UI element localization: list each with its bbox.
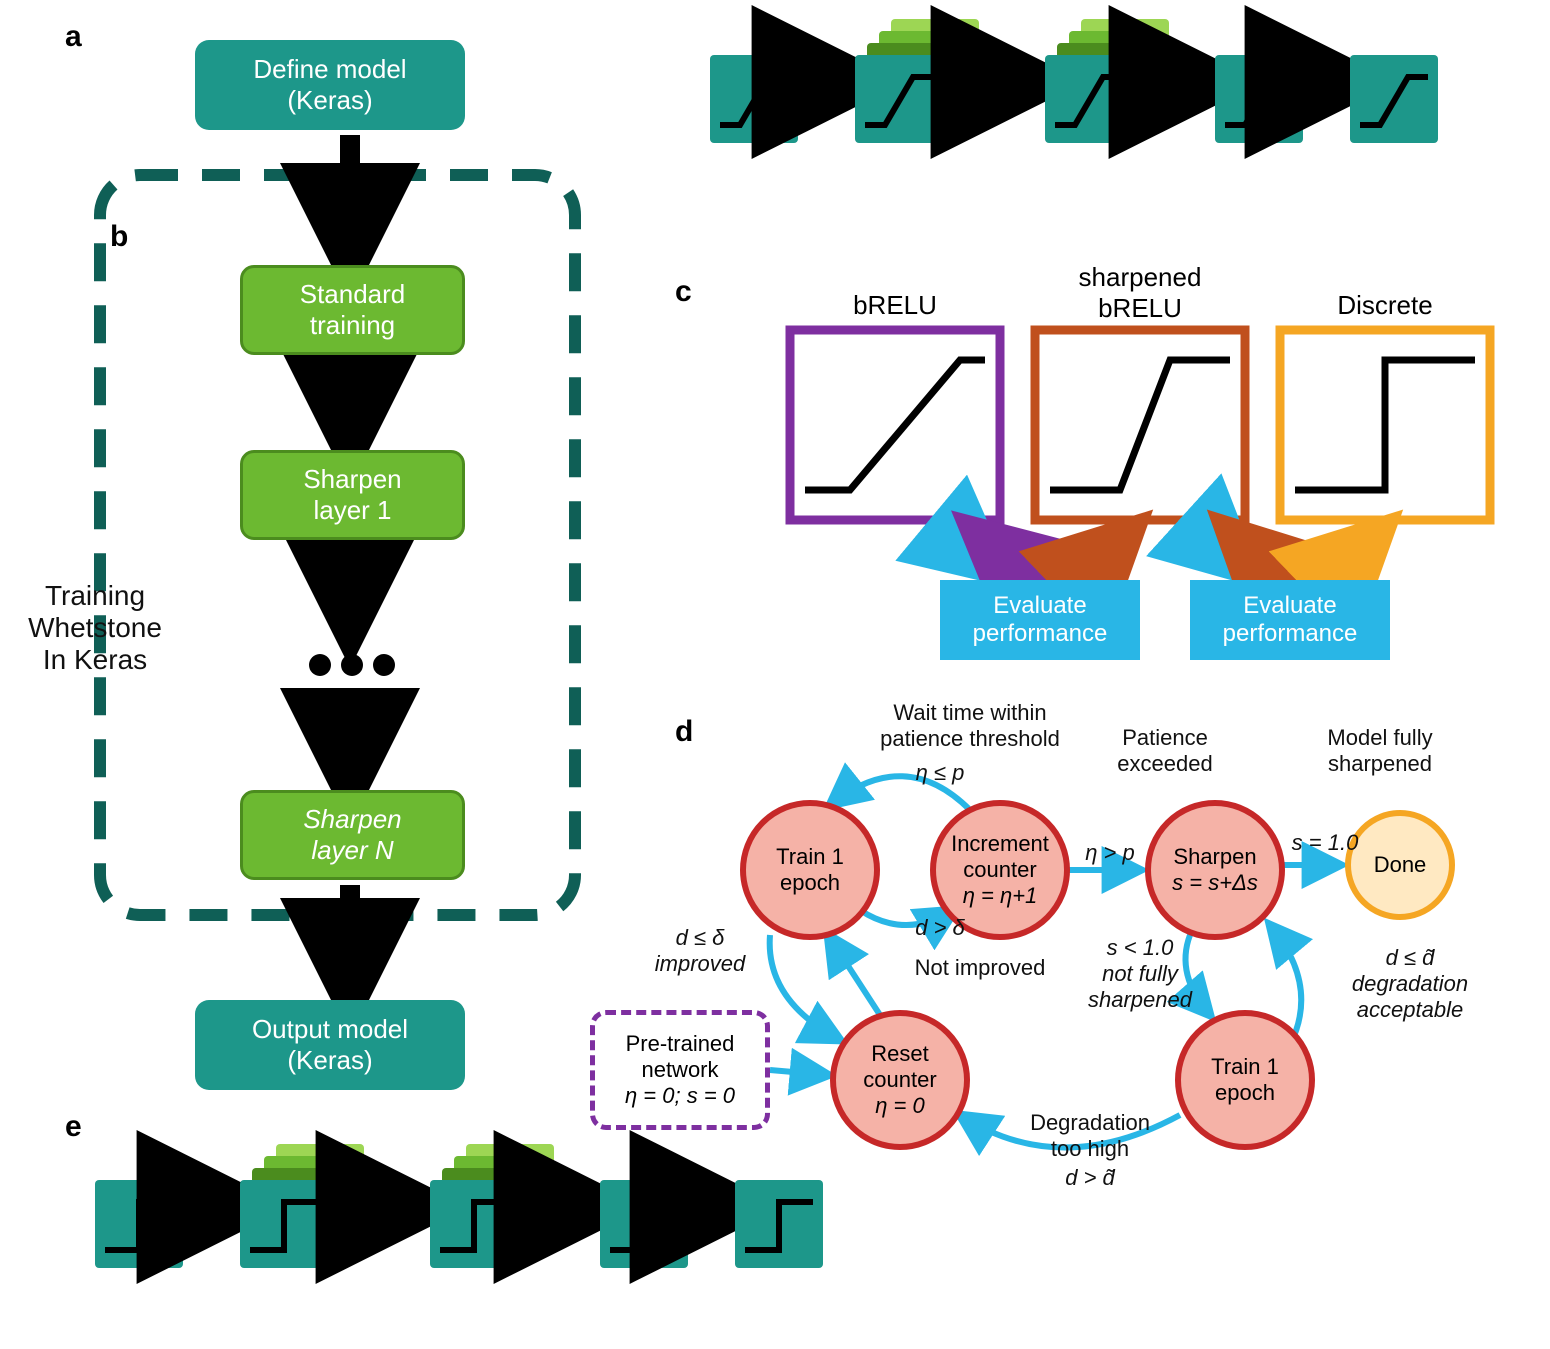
edge-degtoo: Degradation too high <box>990 1110 1190 1162</box>
title-sharpened-brelu: sharpened bRELU <box>1035 262 1245 324</box>
state-sharpen: Sharpen s = s+Δs <box>1145 800 1285 940</box>
edge-fully-eq: s = 1.0 <box>1280 830 1370 856</box>
state-done: Done <box>1345 810 1455 920</box>
net-bottom <box>95 1144 823 1268</box>
panel-label-c: c <box>675 275 692 309</box>
state-reset: Reset counter η = 0 <box>830 1010 970 1150</box>
net-top <box>710 19 1438 143</box>
title-discrete: Discrete <box>1280 290 1490 321</box>
edge-degaccept: d ≤ d̃ degradation acceptable <box>1320 945 1500 1023</box>
edge-notimproved-eq: d > δ <box>880 915 1000 941</box>
edge-wait-eq: η ≤ p <box>880 760 1000 786</box>
diagram-svg <box>0 0 1550 1349</box>
state-increment-label: Increment counter <box>951 831 1049 883</box>
panel-c <box>790 330 1490 575</box>
box-define-model: Define model (Keras) <box>195 40 465 130</box>
box-sharpen-1: Sharpen layer 1 <box>240 450 465 540</box>
state-pretrained-eq: η = 0; s = 0 <box>625 1083 735 1109</box>
edge-patience-eq: η > p <box>1070 840 1150 866</box>
state-train2: Train 1 epoch <box>1175 1010 1315 1150</box>
edge-wait: Wait time within patience threshold <box>820 700 1120 752</box>
state-reset-eq: η = 0 <box>875 1093 925 1119</box>
eval-box-1: Evaluate performance <box>940 580 1140 660</box>
state-increment-eq: η = η+1 <box>963 883 1038 909</box>
edge-improved: d ≤ δ improved <box>630 925 770 977</box>
eval-box-2: Evaluate performance <box>1190 580 1390 660</box>
edge-patience: Patience exceeded <box>1085 725 1245 777</box>
title-brelu: bRELU <box>790 290 1000 321</box>
box-sharpen-n: Sharpen layer N <box>240 790 465 880</box>
edge-degtoo-eq: d > d̃ <box>1030 1165 1150 1191</box>
state-pretrained: Pre-trained network η = 0; s = 0 <box>590 1010 770 1130</box>
state-pretrained-label: Pre-trained network <box>626 1031 735 1083</box>
edge-notimproved: Not improved <box>880 955 1080 981</box>
edge-notfully: s < 1.0 not fully sharpened <box>1055 935 1225 1013</box>
edge-fully: Model fully sharpened <box>1290 725 1470 777</box>
side-label-training: Training Whetstone In Keras <box>0 580 195 676</box>
panel-label-e: e <box>65 1110 82 1144</box>
panel-label-a: a <box>65 20 82 54</box>
ellipsis <box>309 654 395 676</box>
state-train1: Train 1 epoch <box>740 800 880 940</box>
panel-label-b: b <box>110 220 128 254</box>
box-standard-training: Standard training <box>240 265 465 355</box>
panel-label-d: d <box>675 715 693 749</box>
state-sharpen-label: Sharpen <box>1173 844 1256 870</box>
state-sharpen-eq: s = s+Δs <box>1172 870 1258 896</box>
state-reset-label: Reset counter <box>863 1041 936 1093</box>
box-output-model: Output model (Keras) <box>195 1000 465 1090</box>
